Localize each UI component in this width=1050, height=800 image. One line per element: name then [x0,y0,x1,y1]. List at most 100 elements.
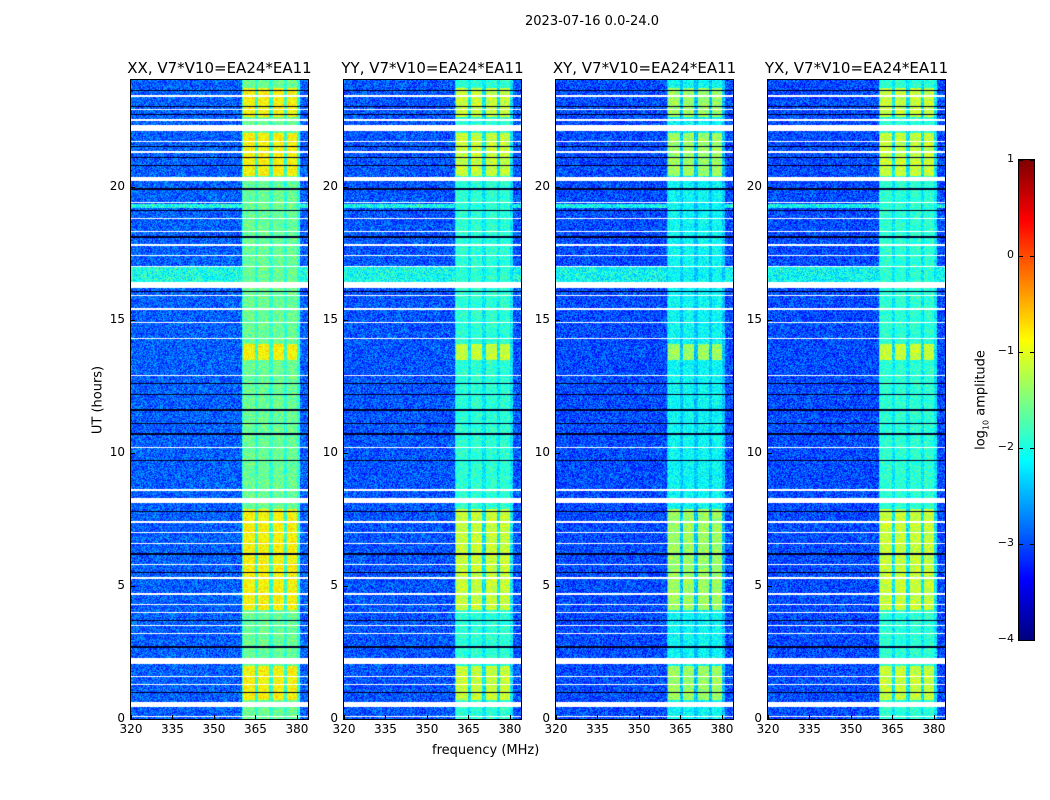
y-tick [556,186,560,188]
panel-title: XX, V7*V10=EA24*EA11 [127,59,312,77]
x-tick-label: 335 [161,722,184,736]
x-tick [597,715,599,719]
y-tick-label: 15 [322,311,338,326]
x-tick-label: 380 [285,722,309,736]
colorbar-tick [1019,352,1023,353]
colorbar-tick [1030,544,1034,545]
colorbar-tick [1019,544,1023,545]
y-tick-label: 0 [330,711,338,725]
x-axis-label: frequency (MHz) [432,743,540,758]
spectrogram-panel [131,80,308,719]
y-tick-label: 5 [117,577,125,592]
x-tick-label: 350 [415,722,439,736]
y-tick-label: 10 [109,444,125,459]
y-tick [131,319,135,321]
panel-title: XY, V7*V10=EA24*EA11 [552,59,737,77]
y-tick [131,452,135,454]
colorbar [1019,160,1034,640]
x-tick [809,715,811,719]
colorbar-tick [1019,640,1023,641]
x-tick-label: 350 [839,722,863,736]
x-tick [768,715,769,719]
y-tick [768,452,772,454]
colorbar-label-sub: 10 [981,419,991,431]
x-tick [556,715,557,719]
colorbar-label-log: log [973,430,989,450]
x-tick-label: 365 [457,722,480,736]
panel-title: YY, V7*V10=EA24*EA11 [341,59,524,77]
y-tick [556,319,560,321]
y-tick [556,719,560,720]
colorbar-tick-label: 0 [1007,248,1014,261]
y-tick [344,319,348,321]
x-tick [850,715,852,719]
colorbar-tick [1019,448,1023,449]
x-tick [680,715,682,719]
x-tick [468,715,470,719]
y-tick [344,585,348,587]
x-tick-label: 365 [244,722,267,736]
x-tick [172,715,174,719]
x-tick-label: 320 [332,722,356,736]
y-tick-label: 0 [754,711,762,725]
colorbar-tick-label: −2 [997,440,1014,453]
x-tick [344,715,345,719]
y-tick-label: 5 [542,577,550,592]
x-tick [933,715,935,719]
panel-title: YX, V7*V10=EA24*EA11 [764,59,949,77]
colorbar-tick [1030,160,1034,161]
x-tick-label: 320 [544,722,568,736]
x-tick [509,715,511,719]
colorbar-tick-label: −3 [997,536,1014,549]
x-tick [638,715,640,719]
y-tick [131,186,135,188]
y-tick [768,186,772,188]
spectrogram-panel [556,80,733,719]
y-tick [344,186,348,188]
x-tick-label: 320 [756,722,780,736]
x-tick-label: 380 [710,722,734,736]
colorbar-tick-label: −1 [997,344,1014,357]
y-tick-label: 20 [534,178,550,193]
y-tick [768,719,772,720]
y-tick-label: 15 [746,311,762,326]
spectrogram-panel [768,80,945,719]
y-tick-label: 15 [534,311,550,326]
x-tick-label: 350 [202,722,226,736]
x-tick [296,715,298,719]
colorbar-label-rest: amplitude [973,350,989,420]
y-tick [344,719,348,720]
colorbar-tick-label: −4 [997,632,1014,645]
x-tick [131,715,132,719]
y-tick-label: 20 [109,178,125,193]
y-tick [768,319,772,321]
figure-title: 2023-07-16 0.0-24.0 [525,14,659,29]
x-tick [892,715,894,719]
x-tick [255,715,257,719]
colorbar-tick-label: 1 [1007,152,1014,165]
x-tick [213,715,215,719]
y-tick-label: 20 [746,178,762,193]
y-tick-label: 10 [534,444,550,459]
colorbar-tick [1030,256,1034,257]
y-tick-label: 15 [109,311,125,326]
y-tick-label: 10 [322,444,338,459]
x-tick-label: 335 [586,722,609,736]
y-tick [556,452,560,454]
x-tick-label: 335 [374,722,397,736]
x-tick-label: 380 [498,722,522,736]
x-tick [385,715,387,719]
colorbar-tick [1030,448,1034,449]
x-tick-label: 365 [669,722,692,736]
x-tick-label: 350 [627,722,651,736]
x-tick-label: 380 [922,722,946,736]
y-tick-label: 0 [117,711,125,725]
colorbar-label: log10 amplitude [974,350,991,450]
y-tick-label: 20 [322,178,338,193]
y-tick-label: 5 [754,577,762,592]
y-axis-label: UT (hours) [90,365,106,435]
colorbar-tick [1030,352,1034,353]
y-tick-label: 0 [542,711,550,725]
y-tick [556,585,560,587]
